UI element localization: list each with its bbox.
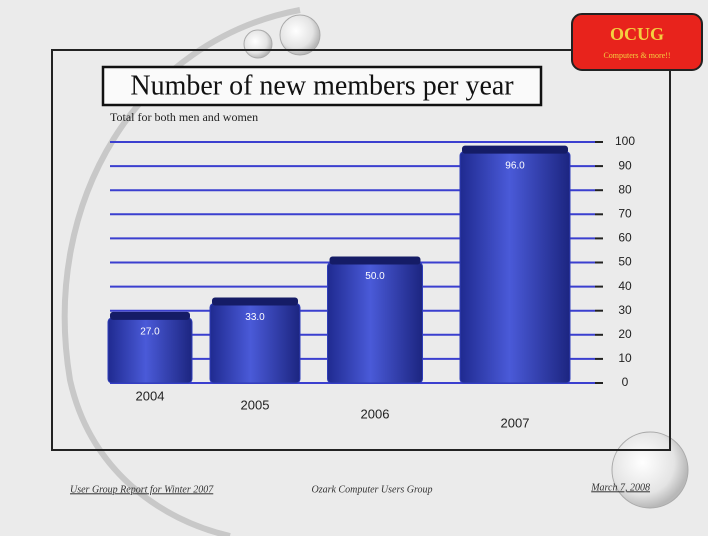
decor-arc (61, 7, 301, 539)
footer-right: March 7, 2008 (590, 482, 650, 493)
decor-bubble (279, 14, 321, 56)
y-tick-label: 70 (618, 206, 632, 220)
y-tick-label: 40 (618, 279, 632, 293)
decor-bubble (611, 431, 689, 509)
y-tick-label: 0 (622, 375, 629, 389)
bar-top (212, 297, 298, 306)
logo-tagline: Computers & more!! (603, 51, 670, 60)
chart-title: Number of new members per year (130, 70, 514, 101)
logo-name: OCUG (610, 24, 664, 44)
footer-left: User Group Report for Winter 2007 (70, 484, 214, 495)
chart-subtitle: Total for both men and women (110, 110, 258, 124)
x-tick-label: 2005 (241, 397, 270, 412)
value-label: 50.0 (365, 271, 385, 282)
y-tick-label: 100 (615, 134, 635, 148)
y-tick-label: 50 (618, 255, 632, 269)
y-tick-label: 30 (618, 303, 632, 317)
value-label: 96.0 (505, 160, 525, 171)
y-tick-label: 60 (618, 231, 632, 245)
y-tick-label: 10 (618, 351, 632, 365)
logo-box (571, 13, 703, 71)
value-label: 33.0 (245, 312, 265, 323)
title-box (101, 65, 543, 107)
y-tick-label: 20 (618, 327, 632, 341)
x-tick-label: 2004 (136, 388, 165, 403)
bar-top (462, 145, 568, 154)
value-label: 27.0 (140, 327, 160, 338)
bar-top (110, 311, 190, 320)
decor-bubble (243, 29, 273, 59)
x-tick-label: 2007 (501, 415, 530, 430)
footer-center: Ozark Computer Users Group (311, 484, 432, 495)
y-tick-label: 90 (618, 158, 632, 172)
y-tick-label: 80 (618, 182, 632, 196)
bar-top (329, 256, 421, 265)
bar (459, 151, 571, 384)
plot: 0 10 20 30 40 50 60 70 80 90 100 27.0 2004 33.0 2005 50… (107, 134, 635, 430)
x-tick-label: 2006 (361, 406, 390, 421)
slide-frame (51, 49, 671, 451)
